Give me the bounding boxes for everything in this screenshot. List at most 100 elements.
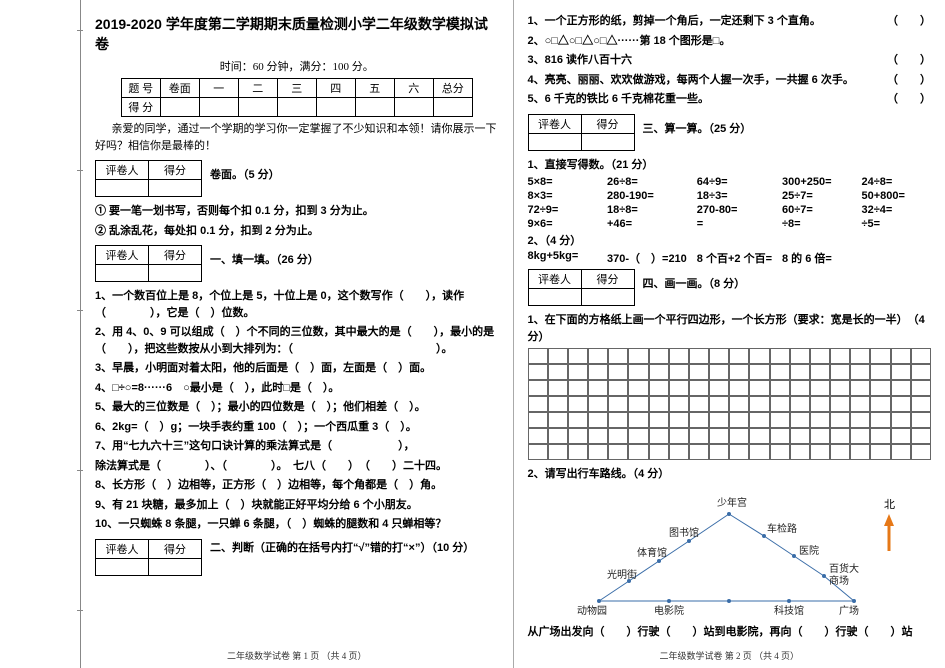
grid-cell xyxy=(830,444,850,460)
section-3-title: 三、算一算。（25 分） xyxy=(643,121,752,138)
grid-cell xyxy=(709,412,729,428)
route-map: 少年宫 图书馆 体育馆 光明街 动物园 车检路 医院 百货大 商场 电影院 科技… xyxy=(539,486,919,621)
grid-cell xyxy=(770,428,790,444)
score-head-cell: 三 xyxy=(277,79,316,98)
mini-col-score: 得分 xyxy=(149,539,202,558)
oral-cell: 8 的 6 倍= xyxy=(782,250,852,266)
grid-cell xyxy=(729,412,749,428)
grid-cell xyxy=(548,428,568,444)
grid-cell xyxy=(548,444,568,460)
mini-col-grader: 评卷人 xyxy=(528,270,581,289)
oral-cell: 8 个百+2 个百= xyxy=(697,250,772,266)
mini-blank xyxy=(581,289,634,306)
grid-cell xyxy=(911,428,931,444)
grid-cell xyxy=(548,364,568,380)
oral-cell: 270-80= xyxy=(697,204,772,216)
grid-cell xyxy=(911,412,931,428)
q8: 8、长方形（ ）边相等，正方形（ ）边相等，每个角都是（ ）角。 xyxy=(95,477,499,494)
page-wrap: 2019-2020 学年度第二学期期末质量检测小学二年级数学模拟试卷 时间：60… xyxy=(0,0,945,668)
score-head-cell: 一 xyxy=(199,79,238,98)
section-cover-row: 评卷人得分 卷面。（5 分） xyxy=(95,157,499,200)
grader-mini-2: 评卷人得分 xyxy=(95,245,202,282)
score-blank xyxy=(277,98,316,117)
grid-cell xyxy=(891,364,911,380)
mini-col-grader: 评卷人 xyxy=(528,114,581,133)
mini-blank xyxy=(149,265,202,282)
grid-cell xyxy=(870,380,890,396)
j4: 4、亮亮、丽丽、欢欢做游戏，每两个人握一次手，一共握 6 次手。（ ） xyxy=(528,72,932,89)
mini-col-score: 得分 xyxy=(581,270,634,289)
grid-cell xyxy=(770,380,790,396)
score-head-cell: 卷面 xyxy=(160,79,199,98)
grid-cell xyxy=(891,444,911,460)
score-head-cell: 六 xyxy=(394,79,433,98)
grid-cell xyxy=(608,380,628,396)
grid-cell xyxy=(568,396,588,412)
intro-text: 亲爱的同学，通过一个学期的学习你一定掌握了不少知识和本领！请你展示一下好吗？相信… xyxy=(95,121,499,154)
rule-2: ② 乱涂乱花，每处扣 0.1 分，扣到 2 分为止。 xyxy=(95,223,499,240)
grid-cell xyxy=(850,428,870,444)
grid-cell xyxy=(669,428,689,444)
oral-cell: +46= xyxy=(607,218,687,230)
oral-cell: 60÷7= xyxy=(782,204,852,216)
grid-paper xyxy=(528,348,932,460)
grid-cell xyxy=(649,364,669,380)
grid-cell xyxy=(588,444,608,460)
grid-cell xyxy=(689,444,709,460)
grid-cell xyxy=(749,412,769,428)
grid-cell xyxy=(628,396,648,412)
grid-cell xyxy=(870,364,890,380)
grid-cell xyxy=(850,444,870,460)
oral-cell: 32÷4= xyxy=(862,204,932,216)
oral-cell: 24÷8= xyxy=(862,176,932,188)
grid-cell xyxy=(729,396,749,412)
grid-cell xyxy=(528,348,548,364)
j5: 5、6 千克的铁比 6 千克棉花重一些。（ ） xyxy=(528,91,932,108)
grid-cell xyxy=(911,444,931,460)
grid-cell xyxy=(568,444,588,460)
mini-blank xyxy=(581,133,634,150)
grid-cell xyxy=(830,412,850,428)
mini-col-score: 得分 xyxy=(149,161,202,180)
paren: （ ） xyxy=(887,72,931,89)
grid-cell xyxy=(528,364,548,380)
score-blank xyxy=(160,98,199,117)
q4: 4、□÷○=8······6 ○最小是（ ），此时□是（ ）。 xyxy=(95,380,499,397)
grid-cell xyxy=(891,412,911,428)
oral-cell: 8×3= xyxy=(528,190,598,202)
score-blank xyxy=(316,98,355,117)
q2: 2、用 4、0、9 可以组成（ ）个不同的三位数，其中最大的是（ ），最小的是（… xyxy=(95,324,499,357)
grid-cell xyxy=(709,380,729,396)
grid-cell xyxy=(709,396,729,412)
page-2: 1、一个正方形的纸，剪掉一个角后，一定还剩下 3 个直角。（ ） 2、○□△○□… xyxy=(514,0,945,668)
node-bottom3: 广场 xyxy=(839,604,859,617)
oral-cell: 5×8= xyxy=(528,176,598,188)
grid-cell xyxy=(891,396,911,412)
oral-cell: 72÷9= xyxy=(528,204,598,216)
grid-cell xyxy=(790,348,810,364)
grid-cell xyxy=(891,348,911,364)
grid-cell xyxy=(830,396,850,412)
j2: 2、○□△○□△○□△······第 18 个图形是□。 xyxy=(528,33,932,50)
q6: 6、2kg=（ ）g；一块手表约重 100（ ）；一个西瓜重 3（ ）。 xyxy=(95,419,499,436)
grid-cell xyxy=(608,348,628,364)
oral-cell: 26÷8= xyxy=(607,176,687,188)
grid-cell xyxy=(608,412,628,428)
oral-cell: 9×6= xyxy=(528,218,598,230)
grid-cell xyxy=(830,380,850,396)
grid-cell xyxy=(729,444,749,460)
north-arrow: 北 xyxy=(884,498,895,551)
grid-cell xyxy=(729,364,749,380)
grid-cell xyxy=(628,380,648,396)
oral-cell: 64÷9= xyxy=(697,176,772,188)
j3: 3、816 读作八百十六（ ） xyxy=(528,52,932,69)
node-right2: 医院 xyxy=(799,544,819,557)
grid-cell xyxy=(628,444,648,460)
q10: 10、一只蜘蛛 8 条腿，一只蝉 6 条腿，（ ）蜘蛛的腿数和 4 只蝉相等？ xyxy=(95,516,499,533)
grid-cell xyxy=(790,444,810,460)
oral-cell: 18÷8= xyxy=(607,204,687,216)
grid-cell xyxy=(749,428,769,444)
grid-cell xyxy=(850,380,870,396)
grid-cell xyxy=(729,380,749,396)
grid-cell xyxy=(689,396,709,412)
